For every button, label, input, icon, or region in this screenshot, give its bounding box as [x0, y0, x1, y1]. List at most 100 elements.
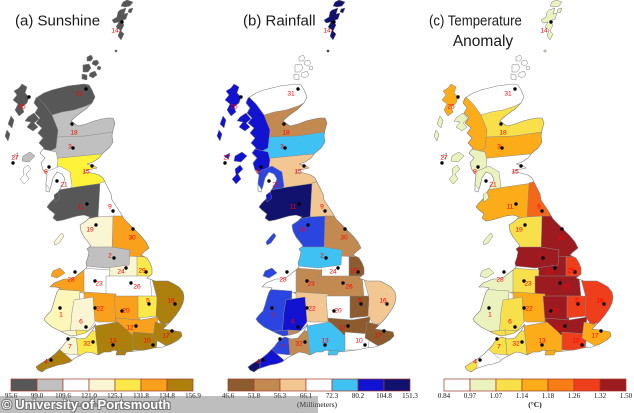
svg-text:(b) Rainfall: (b) Rainfall — [243, 13, 316, 30]
svg-text:10: 10 — [572, 337, 580, 344]
svg-text:6: 6 — [79, 318, 83, 325]
svg-text:(Millimeters): (Millimeters) — [297, 400, 337, 409]
svg-text:32: 32 — [512, 340, 520, 347]
svg-text:21: 21 — [60, 181, 68, 188]
svg-text:1: 1 — [59, 311, 63, 318]
svg-text:19: 19 — [86, 226, 94, 233]
svg-text:29: 29 — [138, 267, 146, 274]
svg-text:1.14: 1.14 — [516, 392, 529, 400]
svg-text:17: 17 — [162, 332, 170, 339]
svg-text:(°C): (°C) — [528, 400, 542, 409]
svg-text:22: 22 — [525, 305, 533, 312]
svg-text:(a) Sunshine: (a) Sunshine — [15, 13, 100, 30]
svg-text:125.1: 125.1 — [107, 392, 123, 400]
svg-text:25: 25 — [447, 103, 455, 110]
svg-text:20: 20 — [334, 307, 342, 314]
svg-text:1: 1 — [488, 311, 492, 318]
svg-text:24: 24 — [329, 268, 337, 275]
svg-text:95.6: 95.6 — [5, 392, 18, 400]
svg-text:12: 12 — [338, 324, 346, 331]
svg-text:9: 9 — [537, 203, 541, 210]
svg-text:13: 13 — [109, 337, 117, 344]
svg-text:31: 31 — [287, 90, 295, 97]
svg-text:27: 27 — [11, 154, 19, 161]
svg-text:0.97: 0.97 — [464, 392, 477, 400]
svg-text:20: 20 — [122, 307, 130, 314]
svg-text:31: 31 — [75, 90, 83, 97]
svg-text:13: 13 — [538, 337, 546, 344]
svg-text:4: 4 — [44, 358, 48, 365]
svg-text:15: 15 — [511, 168, 519, 175]
svg-text:10: 10 — [355, 337, 363, 344]
svg-text:1: 1 — [271, 311, 275, 318]
svg-text:30: 30 — [557, 234, 565, 241]
svg-text:4: 4 — [473, 358, 477, 365]
svg-text:109.6: 109.6 — [55, 392, 71, 400]
svg-text:28: 28 — [496, 276, 504, 283]
svg-text:156.9: 156.9 — [185, 392, 201, 400]
svg-text:11: 11 — [507, 203, 514, 210]
svg-text:27: 27 — [440, 154, 448, 161]
svg-text:1.26: 1.26 — [568, 392, 581, 400]
svg-text:26: 26 — [133, 283, 141, 290]
svg-text:6: 6 — [508, 318, 512, 325]
svg-text:17: 17 — [374, 332, 382, 339]
svg-text:31: 31 — [504, 90, 512, 97]
svg-text:Anomaly: Anomaly — [453, 33, 514, 50]
svg-text:23: 23 — [524, 280, 532, 287]
svg-text:32: 32 — [295, 340, 303, 347]
svg-text:1.07: 1.07 — [490, 392, 503, 400]
svg-text:12: 12 — [126, 324, 134, 331]
svg-text:8: 8 — [473, 168, 477, 175]
svg-text:14: 14 — [540, 27, 548, 34]
svg-text:5: 5 — [358, 297, 362, 304]
svg-text:6: 6 — [291, 318, 295, 325]
svg-text:25: 25 — [230, 103, 238, 110]
svg-text:19: 19 — [298, 226, 306, 233]
svg-text:104.8: 104.8 — [376, 392, 392, 400]
svg-text:29: 29 — [350, 267, 358, 274]
svg-text:2: 2 — [320, 252, 324, 259]
svg-text:11: 11 — [78, 203, 85, 210]
svg-text:5: 5 — [146, 297, 150, 304]
svg-text:3: 3 — [497, 143, 501, 150]
svg-text:1.18: 1.18 — [542, 392, 555, 400]
svg-text:20: 20 — [551, 307, 559, 314]
svg-text:16: 16 — [167, 297, 175, 304]
svg-text:7: 7 — [280, 343, 284, 350]
svg-text:21: 21 — [489, 181, 497, 188]
svg-text:5: 5 — [575, 297, 579, 304]
svg-text:26: 26 — [345, 283, 353, 290]
svg-text:1.32: 1.32 — [594, 392, 607, 400]
svg-text:29: 29 — [567, 267, 575, 274]
svg-text:23: 23 — [307, 280, 315, 287]
svg-text:27: 27 — [223, 154, 231, 161]
svg-text:15: 15 — [294, 168, 302, 175]
svg-text:18: 18 — [499, 129, 507, 136]
svg-text:15: 15 — [82, 168, 90, 175]
svg-text:56.3: 56.3 — [274, 392, 287, 400]
svg-text:2: 2 — [108, 252, 112, 259]
svg-text:131.8: 131.8 — [133, 392, 149, 400]
svg-text:134.8: 134.8 — [159, 392, 175, 400]
svg-text:0.84: 0.84 — [438, 392, 451, 400]
svg-text:14: 14 — [111, 27, 119, 34]
svg-text:16: 16 — [379, 297, 387, 304]
svg-text:7: 7 — [68, 343, 72, 350]
svg-text:10: 10 — [143, 337, 151, 344]
svg-text:28: 28 — [279, 276, 287, 283]
svg-text:22: 22 — [96, 305, 104, 312]
svg-text:2: 2 — [537, 252, 541, 259]
svg-text:1.50: 1.50 — [620, 392, 633, 400]
svg-text:26: 26 — [562, 283, 570, 290]
svg-text:72.3: 72.3 — [326, 392, 339, 400]
svg-text:16: 16 — [596, 297, 604, 304]
svg-text:18: 18 — [282, 129, 290, 136]
svg-text:121.0: 121.0 — [81, 392, 97, 400]
svg-text:7: 7 — [497, 343, 501, 350]
svg-text:21: 21 — [272, 181, 280, 188]
svg-text:25: 25 — [18, 103, 26, 110]
svg-text:(Sunny hours): (Sunny hours) — [71, 400, 114, 409]
svg-text:66.1: 66.1 — [300, 392, 313, 400]
svg-text:4: 4 — [256, 358, 260, 365]
